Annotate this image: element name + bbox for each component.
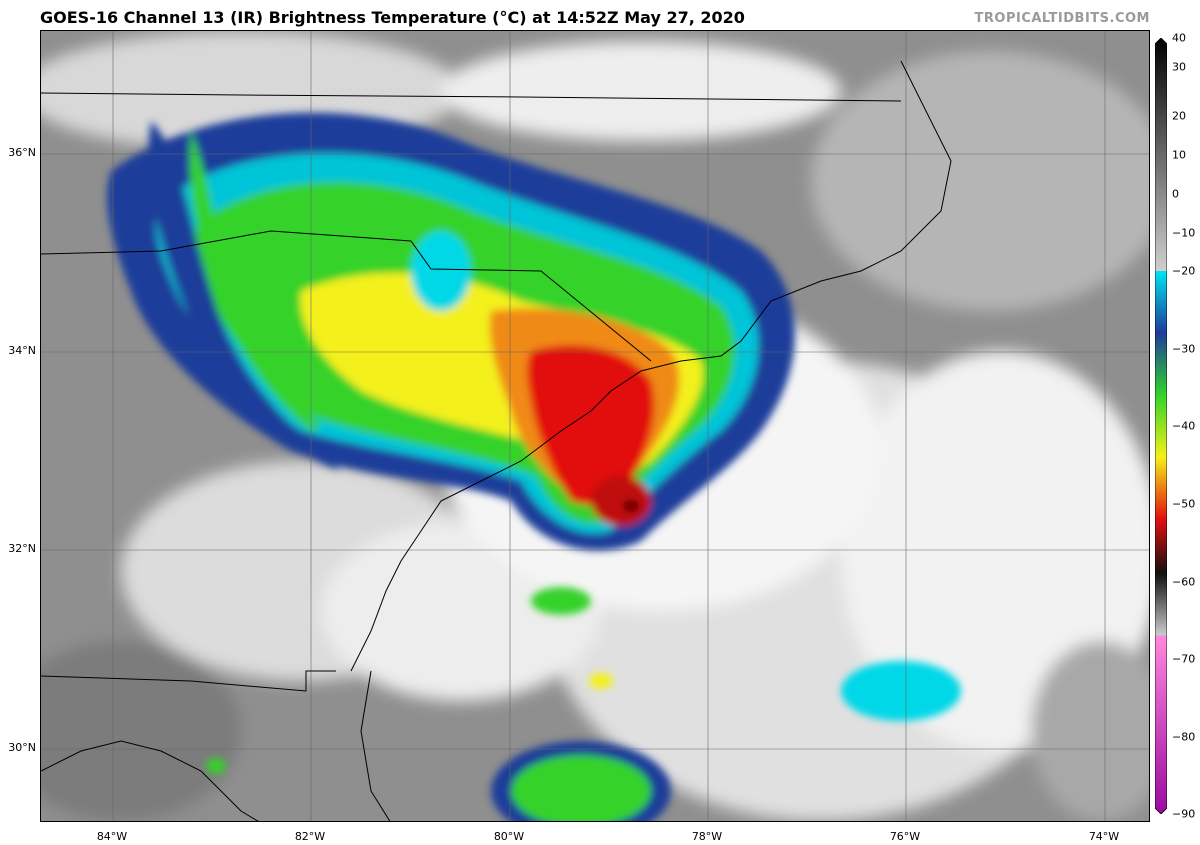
lat-label: 32°N bbox=[8, 542, 36, 555]
colorbar-tick: −10 bbox=[1172, 226, 1196, 240]
colorbar-tick: −90 bbox=[1172, 807, 1196, 821]
graticule bbox=[41, 31, 1149, 821]
storm-shield bbox=[107, 112, 961, 821]
lat-label: 34°N bbox=[8, 344, 36, 357]
lat-label: 36°N bbox=[8, 146, 36, 159]
ir-imagery bbox=[41, 31, 1149, 821]
colorbar-tick: 40 bbox=[1172, 31, 1186, 45]
lon-label: 76°W bbox=[889, 830, 921, 843]
lon-label: 82°W bbox=[294, 830, 326, 843]
lon-label: 74°W bbox=[1088, 830, 1120, 843]
lon-label: 80°W bbox=[493, 830, 525, 843]
colorbar-tick: −50 bbox=[1172, 497, 1196, 511]
colorbar-tick: 30 bbox=[1172, 60, 1186, 74]
colorbar-tick: −70 bbox=[1172, 652, 1196, 666]
coastline-borders bbox=[41, 60, 952, 821]
lon-label: 84°W bbox=[96, 830, 128, 843]
map-title: GOES-16 Channel 13 (IR) Brightness Tempe… bbox=[40, 8, 745, 27]
lon-label: 78°W bbox=[691, 830, 723, 843]
colorbar-tick: −40 bbox=[1172, 419, 1196, 433]
lat-label: 30°N bbox=[8, 741, 36, 754]
satellite-map[interactable] bbox=[40, 30, 1150, 822]
colorbar-tick: −30 bbox=[1172, 342, 1196, 356]
colorbar-tick: −80 bbox=[1172, 730, 1196, 744]
source-watermark: TROPICALTIDBITS.COM bbox=[974, 11, 1150, 26]
colorbar-tick: −20 bbox=[1172, 264, 1196, 278]
colorbar-tick: 20 bbox=[1172, 109, 1186, 123]
colorbar-tick: 0 bbox=[1172, 187, 1179, 201]
colorbar-tick: −60 bbox=[1172, 575, 1196, 589]
colorbar-tick: 10 bbox=[1172, 148, 1186, 162]
temperature-colorbar bbox=[1155, 38, 1167, 814]
